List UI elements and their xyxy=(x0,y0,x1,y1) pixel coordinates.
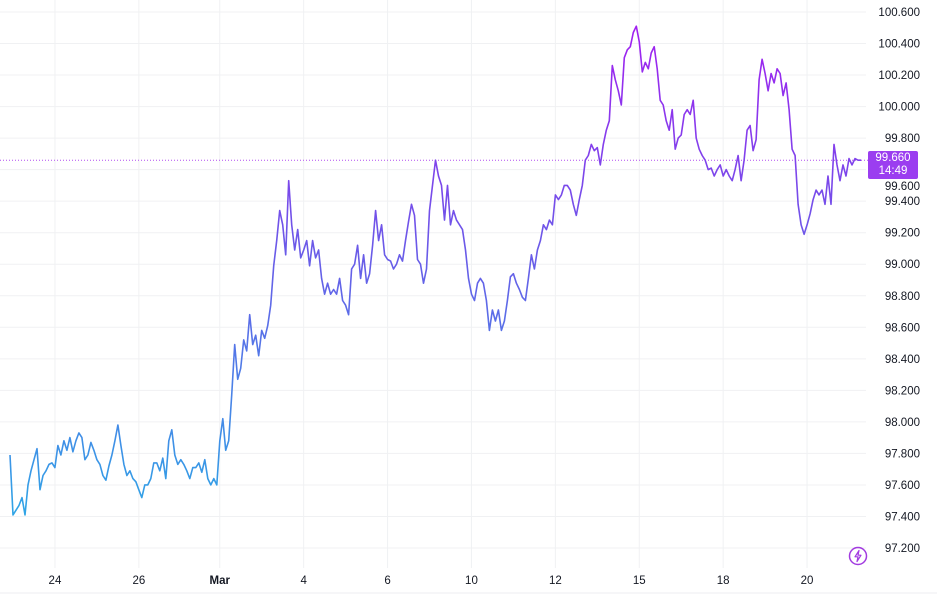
x-tick-label: 12 xyxy=(549,575,562,587)
x-tick-label: 24 xyxy=(49,575,62,587)
y-tick-label: 99.200 xyxy=(885,228,920,240)
y-tick-label: 99.000 xyxy=(885,259,920,271)
y-tick-label: 97.600 xyxy=(885,480,920,492)
x-tick-label: 18 xyxy=(717,575,730,587)
y-tick-label: 98.200 xyxy=(885,385,920,397)
y-tick-label: 100.600 xyxy=(878,7,920,19)
y-tick-label: 100.400 xyxy=(878,39,920,51)
y-tick-label: 99.600 xyxy=(885,181,920,193)
x-tick-label: 20 xyxy=(801,575,814,587)
y-tick-label: 100.000 xyxy=(878,102,920,114)
x-tick-label: Mar xyxy=(210,575,231,587)
y-tick-label: 98.000 xyxy=(885,417,920,429)
y-tick-label: 97.800 xyxy=(885,448,920,460)
y-tick-label: 99.400 xyxy=(885,196,920,208)
y-tick-label: 97.400 xyxy=(885,511,920,523)
y-tick-label: 98.600 xyxy=(885,322,920,334)
y-axis[interactable]: 100.600 100.400 100.200 100.000 99.800 99.600… xyxy=(878,7,920,555)
y-tick-label: 98.800 xyxy=(885,291,920,303)
x-tick-label: 15 xyxy=(633,575,646,587)
y-tick-label: 100.200 xyxy=(878,70,920,82)
lightning-bolt-icon[interactable] xyxy=(848,546,868,566)
last-price-tag: 99.660 14:49 xyxy=(868,151,918,180)
y-tick-label: 99.800 xyxy=(885,133,920,145)
x-axis[interactable]: 24 26 Mar 4 6 10 12 15 18 20 xyxy=(49,575,814,587)
y-tick-label: 97.200 xyxy=(885,543,920,555)
x-tick-label: 26 xyxy=(132,575,145,587)
last-price-value: 99.660 xyxy=(875,152,911,165)
price-series-line xyxy=(9,25,861,516)
x-tick-label: 6 xyxy=(384,575,390,587)
x-tick-label: 10 xyxy=(465,575,478,587)
x-tick-label: 4 xyxy=(300,575,307,587)
last-price-time: 14:49 xyxy=(878,165,908,178)
y-tick-label: 98.400 xyxy=(885,354,920,366)
